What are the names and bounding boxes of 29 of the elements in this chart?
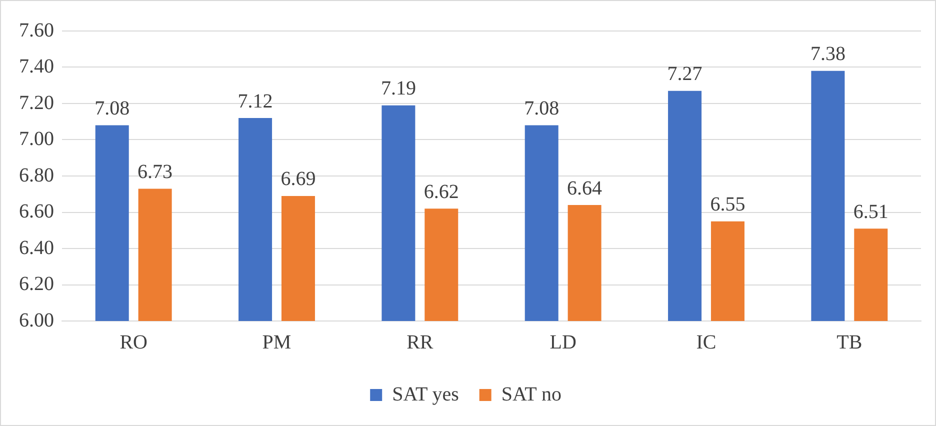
x-tick-label: RR	[406, 331, 434, 354]
y-tick-label: 6.60	[19, 200, 54, 222]
data-label: 7.12	[238, 90, 273, 112]
legend-label: SAT no	[501, 383, 562, 406]
y-tick-label: 7.00	[19, 128, 54, 150]
x-tick-label: PM	[262, 331, 292, 354]
y-tick-label: 7.60	[19, 19, 54, 42]
data-label: 6.64	[567, 177, 602, 200]
y-tick-label: 6.40	[19, 236, 54, 259]
x-tick-label: RO	[120, 331, 148, 354]
legend-label: SAT yes	[392, 383, 460, 406]
data-label: 7.08	[524, 98, 560, 120]
data-label: 6.51	[853, 200, 888, 223]
y-tick-label: 6.80	[19, 164, 54, 186]
x-tick-label: IC	[696, 331, 716, 354]
data-label: 7.38	[810, 43, 846, 66]
data-label: 7.08	[94, 98, 130, 120]
data-label: 6.55	[710, 194, 746, 216]
y-tick-label: 6.00	[19, 309, 54, 332]
y-tick-label: 6.20	[19, 273, 54, 295]
data-label: 6.69	[280, 168, 316, 190]
y-tick-label: 7.40	[19, 56, 54, 78]
x-tick-label: TB	[836, 331, 862, 354]
x-tick-label: LD	[550, 331, 576, 354]
data-label: 7.27	[667, 63, 702, 86]
data-label: 7.19	[380, 78, 416, 100]
data-label: 6.73	[138, 160, 173, 183]
data-label: 6.62	[424, 180, 459, 203]
y-tick-label: 7.20	[19, 92, 54, 114]
